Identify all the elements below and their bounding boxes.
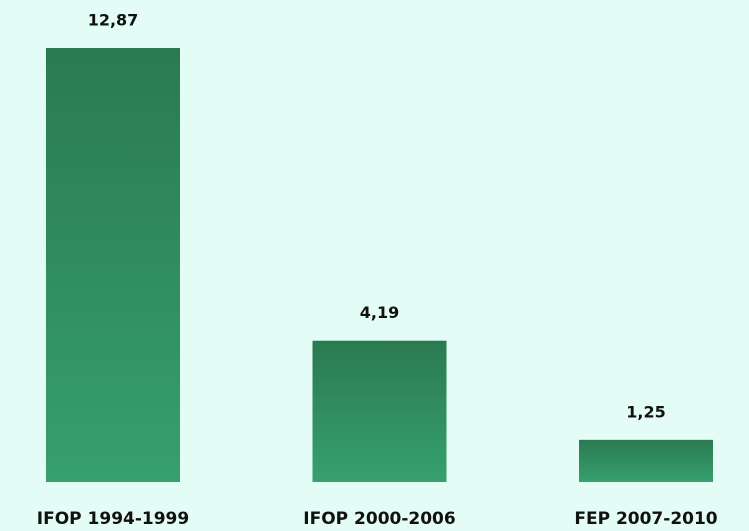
value-label: 12,87 (88, 11, 139, 30)
x-tick-label: FEP 2007-2010 (574, 509, 717, 529)
bar (579, 439, 713, 482)
bar (46, 48, 180, 482)
x-tick-label: IFOP 1994-1999 (37, 509, 189, 529)
bar (312, 340, 447, 482)
x-tick-label: IFOP 2000-2006 (303, 509, 455, 529)
value-label: 4,19 (360, 303, 399, 322)
value-label: 1,25 (626, 402, 665, 421)
